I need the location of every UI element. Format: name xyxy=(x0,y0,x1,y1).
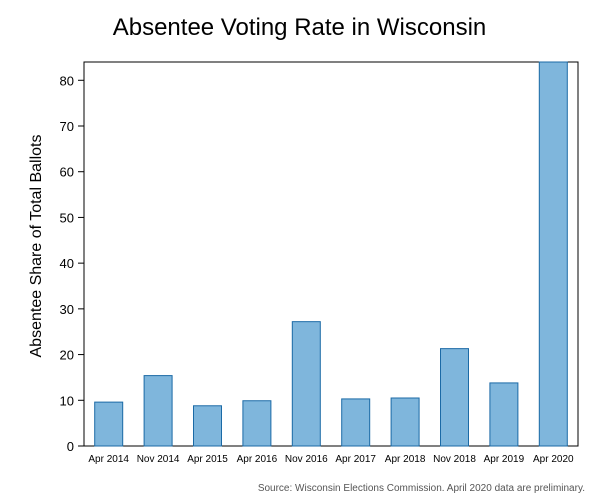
chart-title: Absentee Voting Rate in Wisconsin xyxy=(112,14,487,41)
x-tick-label-apr-2019: Apr 2019 xyxy=(484,454,525,465)
y-tick-label-80: 80 xyxy=(60,73,74,88)
x-tick-label-apr-2018: Apr 2018 xyxy=(385,454,426,465)
x-axis: Apr 2014 Nov 2014 Apr 2015 Apr 2016 Nov 2016… xyxy=(88,454,574,465)
x-tick-label-apr-2017: Apr 2017 xyxy=(335,454,376,465)
x-tick-label-nov-2016: Nov 2016 xyxy=(285,454,328,465)
bar-apr-2019 xyxy=(489,382,519,447)
bar-nov-2014 xyxy=(143,375,173,447)
bar-apr-2020 xyxy=(538,61,568,447)
bar-apr-2015 xyxy=(193,405,222,447)
y-tick-label-0: 0 xyxy=(67,439,74,454)
x-tick-label-apr-2016: Apr 2016 xyxy=(237,454,278,465)
x-tick-label-apr-2020: Apr 2020 xyxy=(533,454,574,465)
bar-nov-2018 xyxy=(440,348,469,447)
plot-frame xyxy=(83,61,579,447)
x-tick-label-apr-2015: Apr 2015 xyxy=(187,454,228,465)
y-axis: 0 10 20 30 40 50 60 70 80 xyxy=(60,73,84,454)
y-tick-label-10: 10 xyxy=(60,393,74,408)
y-tick-label-30: 30 xyxy=(60,302,74,317)
bar-apr-2017 xyxy=(341,398,371,447)
bar-apr-2018 xyxy=(390,397,420,447)
plot-area xyxy=(83,61,579,447)
y-tick-label-50: 50 xyxy=(60,210,74,225)
bar-apr-2014 xyxy=(94,401,124,447)
y-tick-label-60: 60 xyxy=(60,165,74,180)
bar-nov-2016 xyxy=(291,321,321,447)
y-tick-label-20: 20 xyxy=(60,348,74,363)
source-note: Source: Wisconsin Elections Commission. … xyxy=(257,483,585,494)
y-tick-label-40: 40 xyxy=(60,256,74,271)
x-tick-label-apr-2014: Apr 2014 xyxy=(88,454,129,465)
bars xyxy=(94,61,568,447)
y-axis-label: Absentee Share of Total Ballots xyxy=(28,135,45,358)
y-tick-label-70: 70 xyxy=(60,119,74,134)
x-tick-label-nov-2018: Nov 2018 xyxy=(433,454,476,465)
bar-apr-2016 xyxy=(242,400,272,447)
x-tick-label-nov-2014: Nov 2014 xyxy=(137,454,180,465)
